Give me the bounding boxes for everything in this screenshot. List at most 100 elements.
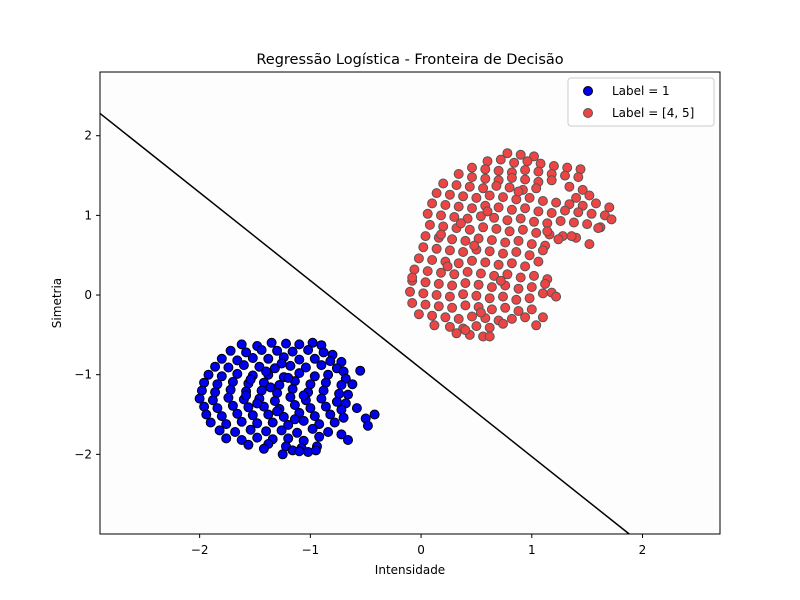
point-series-1 [351,403,362,414]
point-series-2 [513,306,524,316]
point-series-2 [462,266,473,277]
point-series-1 [305,403,316,414]
point-series-1 [285,392,296,402]
point-series-2 [453,169,464,179]
point-series-1 [283,372,294,383]
point-series-1 [236,416,247,427]
point-series-2 [418,242,429,253]
point-series-2 [542,226,553,237]
y-tick-label: 2 [84,129,92,143]
point-series-1 [201,409,212,420]
point-series-1 [314,419,325,430]
point-series-2 [498,318,508,329]
point-series-2 [546,175,557,186]
chart-title: Regressão Logística - Fronteira de Decis… [256,52,563,68]
point-series-2 [513,235,524,246]
point-series-1 [210,361,221,372]
point-series-2 [436,210,446,221]
point-series-2 [560,205,570,216]
point-series-2 [447,302,458,313]
point-series-2 [509,157,520,168]
point-series-1 [265,382,276,393]
point-series-2 [480,164,491,175]
point-series-2 [462,213,473,224]
point-series-2 [464,224,475,235]
point-series-1 [214,425,225,436]
point-series-2 [413,309,424,320]
point-series-1 [207,395,218,406]
point-series-2 [493,259,504,270]
point-series-2 [604,202,615,213]
point-series-1 [294,339,305,350]
point-series-1 [263,353,274,364]
point-series-1 [336,380,347,390]
point-series-2 [495,154,506,165]
point-series-1 [309,411,320,422]
point-series-2 [444,291,455,302]
point-series-2 [520,203,531,214]
point-series-2 [582,219,593,230]
point-series-1 [243,402,254,413]
point-series-2 [506,204,517,215]
point-series-1 [369,409,380,420]
point-series-2 [573,172,584,183]
point-series-1 [285,360,296,371]
point-series-1 [194,393,205,404]
point-series-1 [307,423,318,434]
decision-boundary-line [99,112,630,535]
point-series-1 [245,374,256,385]
point-series-2 [537,245,548,256]
point-series-2 [495,275,506,286]
point-series-1 [336,429,347,440]
point-series-2 [442,261,453,272]
point-series-2 [537,196,548,206]
point-series-2 [491,223,502,234]
point-series-2 [467,162,477,173]
point-series-1 [294,354,305,365]
point-series-2 [436,229,446,240]
point-series-1 [281,338,291,349]
point-series-1 [316,360,327,371]
point-series-2 [464,181,475,192]
point-series-2 [584,239,595,250]
point-series-1 [325,356,336,367]
point-series-2 [449,212,460,222]
point-series-2 [498,291,508,302]
point-series-2 [447,280,458,291]
point-series-2 [484,322,495,333]
legend-label-series-2: Label = [4, 5] [612,106,694,120]
point-series-2 [420,299,431,310]
point-series-1 [272,345,283,356]
y-tick-label: 1 [84,208,92,222]
point-series-2 [427,255,438,265]
point-series-2 [475,307,486,318]
point-series-1 [298,415,309,426]
point-series-2 [551,291,562,302]
point-series-1 [258,443,269,454]
point-series-1 [320,401,331,412]
point-series-1 [212,403,223,414]
point-series-1 [289,400,300,410]
point-series-1 [298,390,309,401]
legend-label-series-1: Label = 1 [612,84,670,98]
point-series-2 [407,272,418,283]
point-series-2 [471,290,482,301]
point-series-2 [449,269,460,280]
point-series-1 [238,360,249,371]
point-series-2 [467,255,477,266]
point-series-2 [431,290,442,300]
point-series-1 [303,345,314,355]
point-series-2 [455,218,466,229]
point-series-2 [405,286,415,297]
point-series-2 [515,149,526,160]
point-series-1 [232,408,243,419]
point-series-2 [460,325,471,336]
point-series-2 [444,189,455,200]
point-series-2 [480,257,491,268]
point-series-1 [338,412,349,423]
point-series-2 [418,288,429,299]
point-series-2 [413,253,424,264]
point-series-1 [256,345,267,355]
point-series-1 [283,419,294,430]
